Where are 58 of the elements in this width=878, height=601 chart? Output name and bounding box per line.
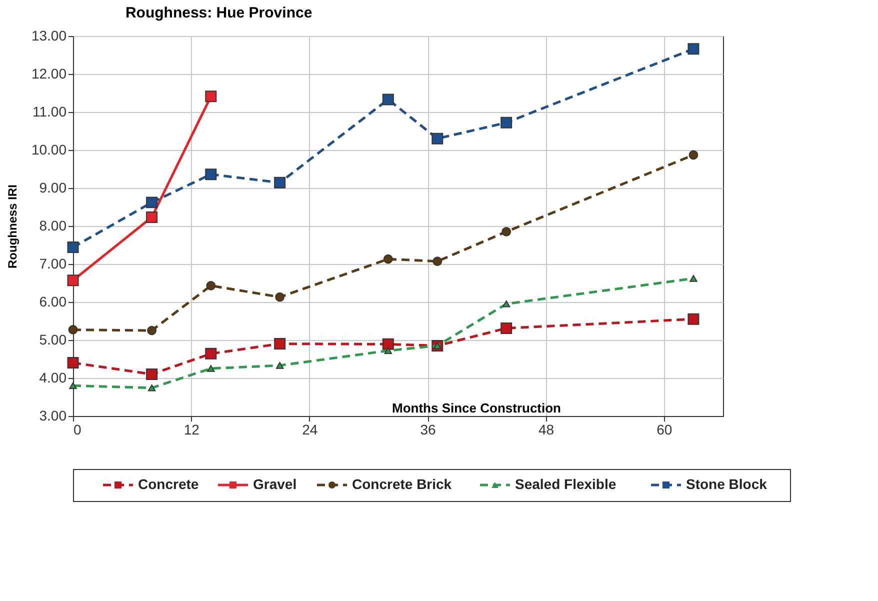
point <box>690 275 698 282</box>
legend-label: Sealed Flexible <box>515 476 616 492</box>
y-tick-label: 6.00 <box>39 294 67 310</box>
point <box>69 382 77 390</box>
y-tick-label: 7.00 <box>39 256 67 272</box>
y-tick-label: 13.00 <box>31 28 67 44</box>
point <box>688 150 698 160</box>
point <box>500 322 512 334</box>
point <box>146 212 158 224</box>
point <box>382 94 394 106</box>
legend-label: Concrete Brick <box>352 476 452 492</box>
point <box>147 326 156 336</box>
x-tick-label: 24 <box>302 422 318 438</box>
y-tick-label: 11.00 <box>32 104 67 120</box>
y-axis-title: Roughness IRI <box>5 184 20 269</box>
point <box>68 325 78 334</box>
y-tick-label: 8.00 <box>39 218 67 234</box>
point <box>146 368 158 380</box>
point <box>146 196 158 208</box>
point <box>207 365 215 372</box>
chart-title: Roughness: Hue Province <box>125 4 312 22</box>
point <box>205 348 217 360</box>
point <box>67 357 79 369</box>
point <box>206 280 216 290</box>
point <box>688 313 700 325</box>
point <box>382 338 394 350</box>
y-tick-label: 3.00 <box>39 408 67 424</box>
point <box>275 292 284 302</box>
x-tick-label: 36 <box>420 422 436 438</box>
x-tick-label: 0 <box>74 422 82 438</box>
point <box>432 132 444 144</box>
point <box>502 300 510 308</box>
legend-label: Gravel <box>253 476 297 492</box>
point <box>383 254 393 264</box>
point <box>205 168 217 180</box>
point <box>500 116 512 128</box>
y-tick-label: 4.00 <box>39 370 67 386</box>
point <box>432 256 442 266</box>
y-tick-label: 9.00 <box>39 180 67 196</box>
point <box>276 362 284 369</box>
point <box>205 90 217 102</box>
point <box>148 384 156 392</box>
legend-label: Concrete <box>138 476 199 492</box>
x-tick-label: 12 <box>184 422 200 438</box>
point <box>67 242 79 254</box>
legend-label: Stone Block <box>686 476 768 492</box>
point <box>274 338 286 350</box>
y-tick-label: 12.00 <box>31 66 67 82</box>
x-tick-label: 60 <box>656 422 672 438</box>
point <box>274 176 286 188</box>
point <box>67 274 79 286</box>
y-tick-label: 5.00 <box>39 332 67 348</box>
point <box>688 43 700 55</box>
x-tick-label: 48 <box>538 422 554 438</box>
point <box>502 227 512 236</box>
point <box>384 347 392 354</box>
y-tick-label: 10.00 <box>31 142 67 158</box>
x-axis-title: Months Since Construction <box>392 400 562 416</box>
